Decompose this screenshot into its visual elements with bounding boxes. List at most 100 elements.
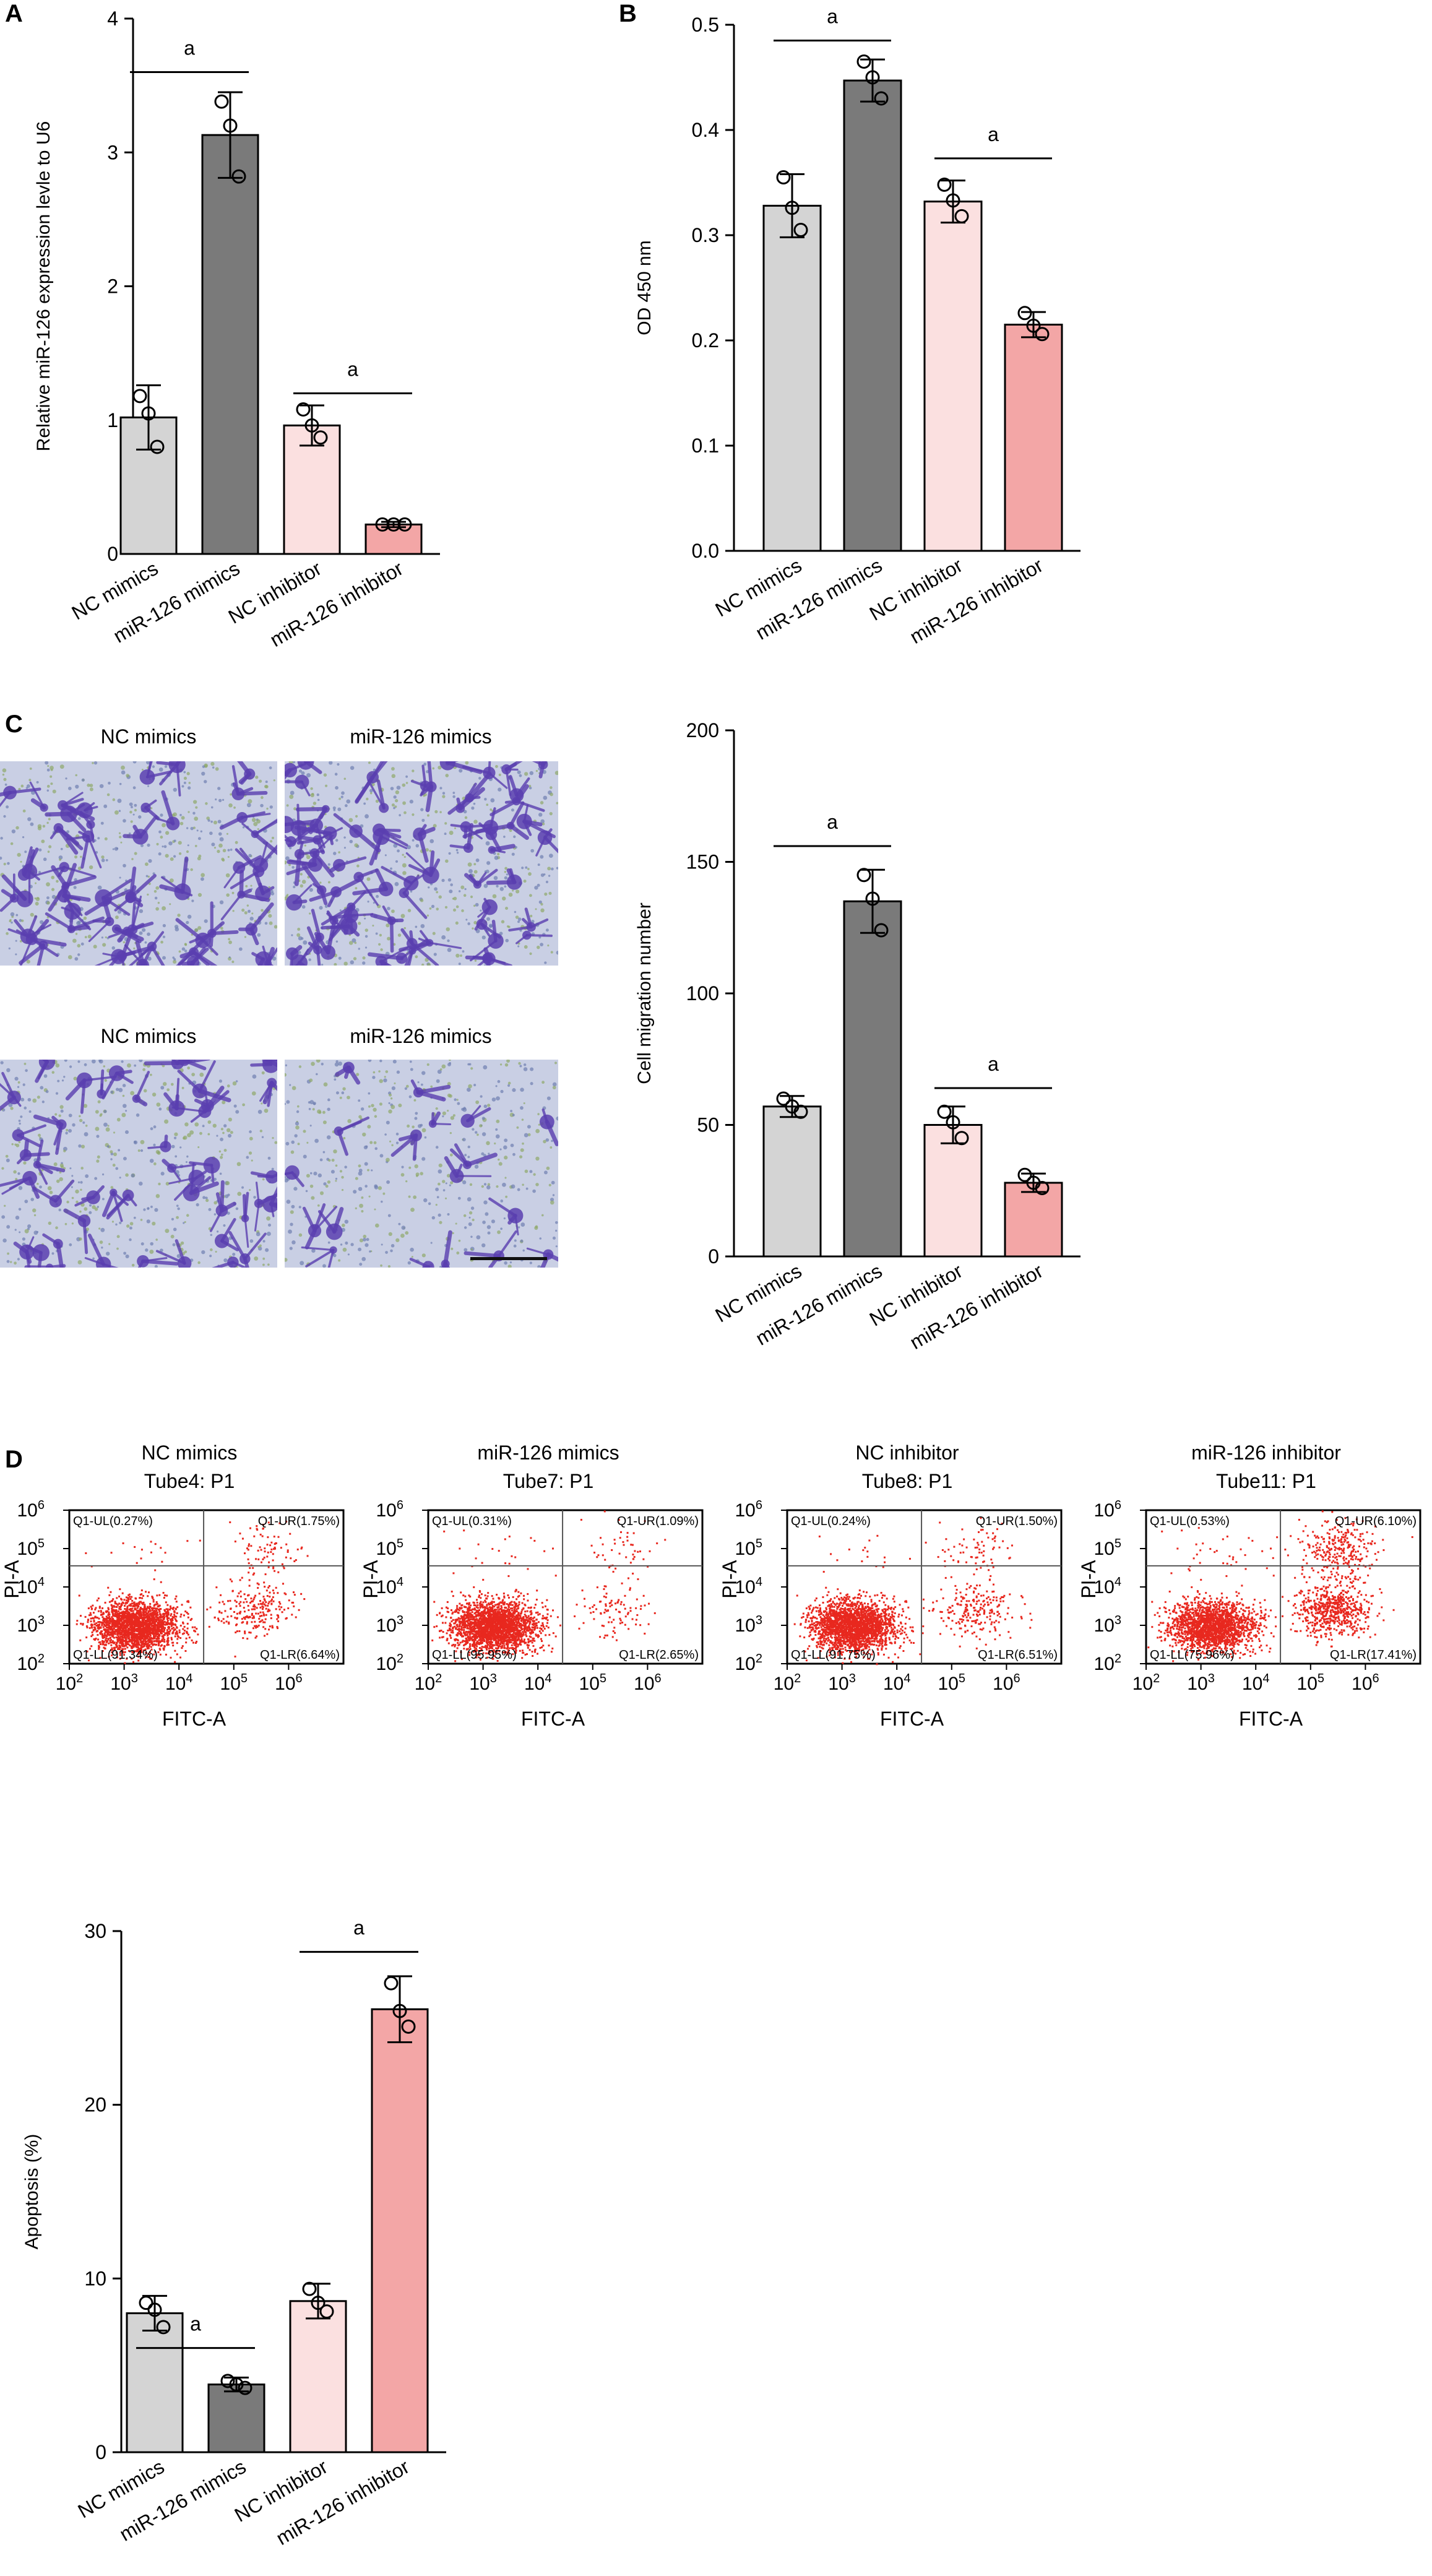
flow-dot-ll	[111, 1609, 114, 1611]
micrograph-pore	[470, 895, 473, 899]
flow-dot-ll	[148, 1629, 150, 1632]
flow-dot-ll	[132, 1644, 135, 1646]
micrograph-pore	[538, 1123, 541, 1126]
micrograph-pore	[412, 769, 415, 772]
micrograph-pore	[220, 1138, 223, 1141]
flow-dot-ll	[100, 1610, 102, 1613]
flow-dot-ll	[136, 1630, 139, 1633]
micrograph-pore	[328, 1159, 331, 1162]
micrograph-pore	[191, 1073, 196, 1077]
micrograph-pore	[199, 1073, 204, 1077]
chart-d-significance-label: a	[190, 2313, 201, 2335]
flow-dot-ll	[132, 1630, 134, 1633]
flow-dot-ll	[97, 1621, 100, 1623]
micrograph-pore	[173, 839, 176, 842]
stained-cell-process	[301, 1246, 335, 1251]
micrograph-pore	[232, 910, 235, 912]
micrograph-pore	[447, 939, 450, 943]
flow-dot-ll	[105, 1627, 108, 1629]
micrograph-pore	[228, 1117, 233, 1122]
flow-dot-ll	[149, 1609, 151, 1611]
stained-cell-process	[466, 823, 473, 850]
micrograph-pore	[246, 904, 249, 907]
stained-cell-process	[155, 1250, 186, 1265]
stained-cell-process	[350, 891, 366, 909]
micrograph-pore	[17, 1081, 20, 1084]
flow-dot-ll	[116, 1640, 119, 1642]
micrograph-pore	[226, 1128, 231, 1133]
flow-dot-ll	[108, 1642, 110, 1645]
micrograph-pore	[186, 827, 189, 829]
micrograph-pore	[309, 1125, 312, 1127]
micrograph-pore	[339, 909, 342, 912]
micrograph-pore	[301, 880, 306, 884]
flow-dot-ll	[149, 1606, 152, 1609]
micrograph-pore	[545, 880, 549, 884]
micrograph-pore	[56, 1179, 60, 1183]
micrograph-pore	[447, 948, 452, 953]
micrograph-pore	[0, 857, 2, 860]
micrograph-pore	[403, 927, 406, 930]
micrograph-pore	[267, 1223, 272, 1227]
chart-c-ytick-label: 200	[686, 719, 719, 741]
chart-b-data-point	[856, 54, 871, 69]
stained-cell-process	[181, 960, 196, 966]
flow-dot-ll	[90, 1645, 93, 1648]
micrograph-pore	[48, 845, 52, 849]
micrograph-pore	[11, 921, 13, 924]
flow-dot-ll	[158, 1634, 161, 1636]
micrograph-pore	[261, 1136, 264, 1138]
micrograph-pore	[343, 847, 346, 849]
micrograph-pore	[257, 1245, 260, 1248]
micrograph-pore	[269, 766, 272, 769]
flow-dot-ll	[150, 1614, 153, 1617]
micrograph-pore	[368, 1105, 371, 1108]
flow-dot-ll	[147, 1595, 149, 1597]
micrograph-pore	[415, 1112, 418, 1115]
micrograph-pore	[170, 1083, 174, 1086]
micrograph-pore	[207, 1120, 212, 1124]
stained-cell-process	[249, 902, 274, 931]
chart-a-ylabel: Relative miR-126 expression levle to U6	[33, 121, 54, 452]
flow-dot-ll	[140, 1621, 142, 1623]
micrograph-pore	[456, 1251, 460, 1255]
micrograph-pore	[479, 1124, 483, 1128]
micrograph-pore	[400, 1173, 405, 1177]
flow-dot-ll	[175, 1626, 178, 1628]
flow-dot-ll	[162, 1627, 165, 1629]
flow-dot-ll	[128, 1632, 131, 1635]
micrograph-pore	[458, 890, 461, 893]
micrograph-pore	[358, 1169, 363, 1173]
flow-dot-ll	[110, 1633, 112, 1636]
micrograph-pore	[52, 789, 56, 793]
micrograph-pore	[453, 908, 456, 912]
micrograph-pore	[391, 767, 395, 771]
micrograph-pore	[541, 822, 545, 826]
micrograph-pore	[291, 1204, 295, 1209]
stained-cell-process	[159, 884, 185, 894]
micrograph-pore	[444, 822, 447, 825]
micrograph-pore	[522, 1142, 524, 1145]
stained-cell-process	[332, 1207, 344, 1234]
stained-cell-process	[37, 1060, 48, 1079]
micrograph-pore	[391, 803, 395, 807]
flow-dot-ll	[164, 1610, 166, 1612]
flow-dot-ll	[127, 1598, 130, 1601]
stained-cell-process	[220, 893, 243, 920]
micrograph-pore	[116, 1247, 119, 1250]
flow-dot-ll	[153, 1653, 155, 1656]
flow-dot-ll	[142, 1649, 145, 1651]
stained-cell-process	[67, 803, 85, 815]
micrograph-pore	[467, 862, 472, 867]
micrograph-pore	[364, 1243, 369, 1247]
micrograph-pore	[486, 1225, 491, 1229]
micrograph-pore	[332, 806, 336, 810]
micrograph-pore	[331, 1159, 335, 1162]
micrograph-pore	[492, 894, 497, 899]
flow-dot-ll	[159, 1653, 162, 1656]
micrograph-pore	[23, 1161, 27, 1165]
micrograph-pore	[160, 836, 163, 839]
micrograph-pore	[350, 1243, 354, 1247]
micrograph-pore	[402, 871, 407, 875]
micrograph-pore	[22, 1237, 26, 1241]
